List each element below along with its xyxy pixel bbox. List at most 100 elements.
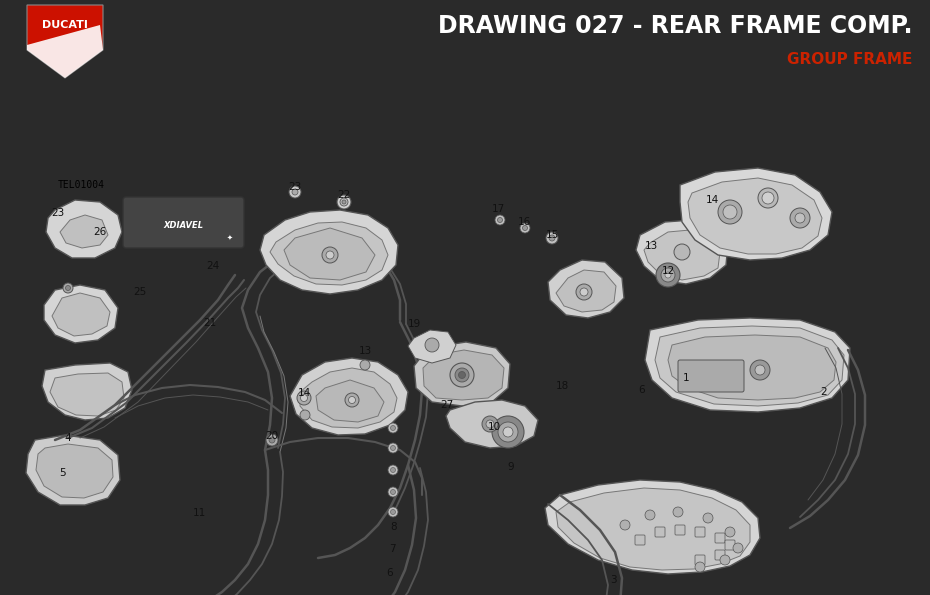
- Circle shape: [762, 192, 774, 204]
- Circle shape: [297, 391, 311, 405]
- Text: 24: 24: [206, 261, 219, 271]
- Text: 11: 11: [193, 508, 206, 518]
- Circle shape: [546, 232, 558, 244]
- Polygon shape: [423, 350, 504, 400]
- Circle shape: [63, 283, 73, 293]
- Text: GROUP FRAME: GROUP FRAME: [787, 52, 912, 67]
- Circle shape: [340, 198, 348, 206]
- Circle shape: [337, 195, 351, 209]
- Circle shape: [750, 360, 770, 380]
- FancyBboxPatch shape: [695, 527, 705, 537]
- Text: 6: 6: [639, 385, 645, 395]
- Circle shape: [388, 443, 398, 453]
- Text: 12: 12: [661, 266, 674, 276]
- Polygon shape: [42, 363, 132, 420]
- Circle shape: [790, 208, 810, 228]
- Circle shape: [495, 215, 505, 225]
- Circle shape: [391, 425, 395, 431]
- Text: 9: 9: [508, 462, 514, 472]
- Circle shape: [388, 423, 398, 433]
- Text: ✦: ✦: [227, 235, 232, 241]
- Circle shape: [289, 186, 301, 198]
- Polygon shape: [36, 444, 113, 498]
- Circle shape: [723, 205, 737, 219]
- Text: 4: 4: [65, 433, 72, 443]
- Circle shape: [755, 365, 765, 375]
- Circle shape: [349, 396, 355, 403]
- FancyBboxPatch shape: [655, 527, 665, 537]
- Polygon shape: [316, 380, 384, 422]
- Circle shape: [388, 507, 398, 517]
- Polygon shape: [290, 358, 408, 435]
- Text: 17: 17: [491, 204, 505, 214]
- Circle shape: [455, 368, 469, 382]
- Text: 7: 7: [389, 544, 395, 554]
- Circle shape: [391, 446, 395, 450]
- Text: 25: 25: [133, 287, 147, 297]
- Circle shape: [388, 487, 398, 497]
- Text: 10: 10: [487, 422, 500, 432]
- Circle shape: [266, 434, 278, 446]
- Polygon shape: [556, 488, 750, 570]
- Text: 15: 15: [545, 230, 559, 240]
- Polygon shape: [27, 5, 103, 78]
- Circle shape: [703, 513, 713, 523]
- FancyBboxPatch shape: [695, 555, 705, 565]
- Text: 8: 8: [391, 522, 397, 532]
- Polygon shape: [655, 326, 844, 406]
- Circle shape: [549, 235, 555, 241]
- Circle shape: [498, 218, 502, 223]
- Circle shape: [695, 562, 705, 572]
- Text: XDIAVEL: XDIAVEL: [163, 221, 203, 230]
- Circle shape: [360, 360, 370, 370]
- FancyBboxPatch shape: [635, 535, 645, 545]
- Circle shape: [503, 427, 513, 437]
- Circle shape: [322, 247, 338, 263]
- Text: 2: 2: [820, 387, 828, 397]
- Text: 13: 13: [358, 346, 372, 356]
- Text: 5: 5: [59, 468, 65, 478]
- Circle shape: [450, 363, 474, 387]
- FancyBboxPatch shape: [725, 540, 735, 550]
- Text: 16: 16: [517, 217, 531, 227]
- Circle shape: [733, 543, 743, 553]
- Text: 21: 21: [204, 318, 217, 328]
- Text: TEL01004: TEL01004: [58, 180, 105, 190]
- Text: DUCATI: DUCATI: [42, 20, 88, 30]
- Circle shape: [673, 507, 683, 517]
- FancyBboxPatch shape: [715, 550, 725, 560]
- Text: 14: 14: [298, 388, 311, 398]
- Circle shape: [523, 226, 527, 230]
- FancyBboxPatch shape: [678, 360, 744, 392]
- Polygon shape: [636, 220, 728, 284]
- FancyBboxPatch shape: [123, 197, 244, 248]
- Text: 23: 23: [51, 208, 64, 218]
- Polygon shape: [548, 260, 624, 318]
- Circle shape: [656, 263, 680, 287]
- Text: 13: 13: [644, 241, 658, 251]
- Circle shape: [661, 268, 675, 282]
- Circle shape: [458, 371, 466, 378]
- Circle shape: [725, 527, 735, 537]
- Polygon shape: [680, 168, 832, 260]
- Polygon shape: [284, 228, 375, 280]
- Polygon shape: [556, 270, 616, 312]
- Circle shape: [65, 286, 71, 290]
- Circle shape: [391, 490, 395, 494]
- Circle shape: [576, 284, 592, 300]
- Circle shape: [391, 468, 395, 472]
- Text: 20: 20: [265, 431, 279, 441]
- Polygon shape: [27, 25, 103, 78]
- Polygon shape: [688, 178, 822, 254]
- Polygon shape: [545, 480, 760, 574]
- Circle shape: [486, 420, 494, 428]
- Circle shape: [720, 555, 730, 565]
- Circle shape: [345, 393, 359, 407]
- Polygon shape: [644, 230, 720, 280]
- Polygon shape: [60, 215, 108, 248]
- Circle shape: [795, 213, 805, 223]
- Polygon shape: [408, 330, 456, 363]
- Text: 27: 27: [441, 400, 454, 410]
- Circle shape: [425, 338, 439, 352]
- Polygon shape: [446, 400, 538, 448]
